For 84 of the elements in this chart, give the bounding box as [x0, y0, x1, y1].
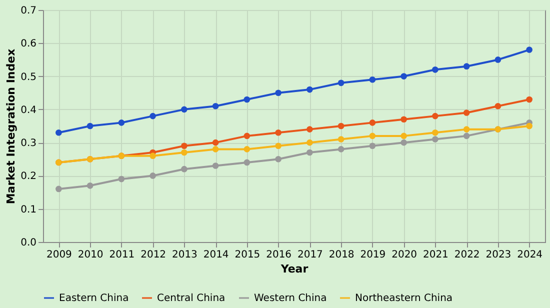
point: [400, 73, 407, 80]
point: [338, 146, 344, 152]
point: [275, 156, 282, 162]
x-tick-label: 2013: [172, 250, 198, 260]
point: [244, 159, 250, 166]
point: [86, 182, 94, 189]
point: [181, 106, 188, 113]
x-tick-label: 2011: [109, 250, 135, 260]
x-tick-label: 2024: [517, 250, 543, 260]
point: [400, 139, 407, 146]
y-tick-label: 0.6: [20, 38, 36, 50]
x-tick-label: 2020: [392, 250, 418, 260]
point: [338, 136, 344, 142]
x-tick-label: 2009: [46, 250, 72, 260]
point: [212, 162, 219, 169]
point: [463, 110, 470, 116]
point: [432, 66, 438, 73]
point: [369, 142, 376, 150]
x-tick-label: 2022: [454, 250, 480, 260]
point: [244, 96, 250, 103]
point: [56, 186, 62, 192]
legend-label: Northeastern China: [355, 293, 453, 304]
point: [275, 90, 282, 96]
point: [306, 149, 313, 156]
point: [400, 132, 407, 140]
point: [181, 166, 188, 172]
point: [463, 63, 470, 70]
y-tick-label: 0.5: [20, 72, 36, 83]
point: [56, 129, 62, 136]
point: [212, 102, 219, 110]
y-tick-label: 0.0: [20, 238, 36, 248]
x-tick-label: 2012: [140, 250, 166, 260]
point: [118, 176, 125, 182]
point: [244, 132, 250, 140]
point: [86, 122, 94, 130]
point: [432, 129, 438, 136]
legend-label: Eastern China: [59, 293, 129, 304]
point: [150, 172, 156, 179]
x-tick-label: 2018: [328, 250, 354, 260]
x-tick-label: 2017: [297, 250, 323, 260]
point: [244, 146, 250, 152]
point: [306, 126, 313, 132]
point: [181, 142, 188, 150]
point: [150, 112, 156, 120]
x-tick-label: 2014: [203, 250, 229, 260]
legend-label: Western China: [254, 293, 327, 304]
point: [369, 76, 376, 83]
y-tick-label: 0.1: [20, 204, 36, 216]
y-tick-label: 0.2: [20, 171, 36, 182]
point: [212, 146, 219, 152]
y-tick-label: 0.4: [20, 104, 36, 116]
x-tick-label: 2010: [78, 250, 104, 260]
point: [150, 152, 156, 159]
point: [526, 122, 532, 130]
x-tick-label: 2021: [422, 250, 448, 260]
point: [526, 96, 532, 103]
y-axis-title: Market Integration Index: [4, 48, 18, 204]
point: [275, 142, 282, 150]
point: [275, 129, 282, 136]
point: [306, 139, 313, 146]
point: [463, 126, 470, 132]
point: [306, 86, 313, 93]
point: [338, 122, 344, 130]
point: [181, 149, 188, 156]
point: [369, 132, 376, 140]
point: [494, 102, 502, 110]
x-axis-title: Year: [280, 262, 309, 276]
x-tick-label: 2019: [360, 250, 386, 260]
x-tick-label: 2016: [266, 250, 292, 260]
point: [369, 120, 376, 126]
x-tick-label: 2023: [486, 250, 512, 260]
y-tick-label: 0.7: [20, 6, 36, 16]
legend-label: Central China: [157, 293, 226, 304]
point: [494, 56, 502, 63]
point: [432, 136, 438, 142]
point: [432, 112, 438, 120]
point: [212, 139, 219, 146]
point: [400, 116, 407, 123]
point: [338, 80, 344, 86]
y-tick-label: 0.3: [20, 138, 36, 150]
point: [526, 46, 532, 53]
point: [463, 132, 470, 140]
point: [118, 120, 125, 126]
x-tick-label: 2015: [234, 250, 260, 260]
